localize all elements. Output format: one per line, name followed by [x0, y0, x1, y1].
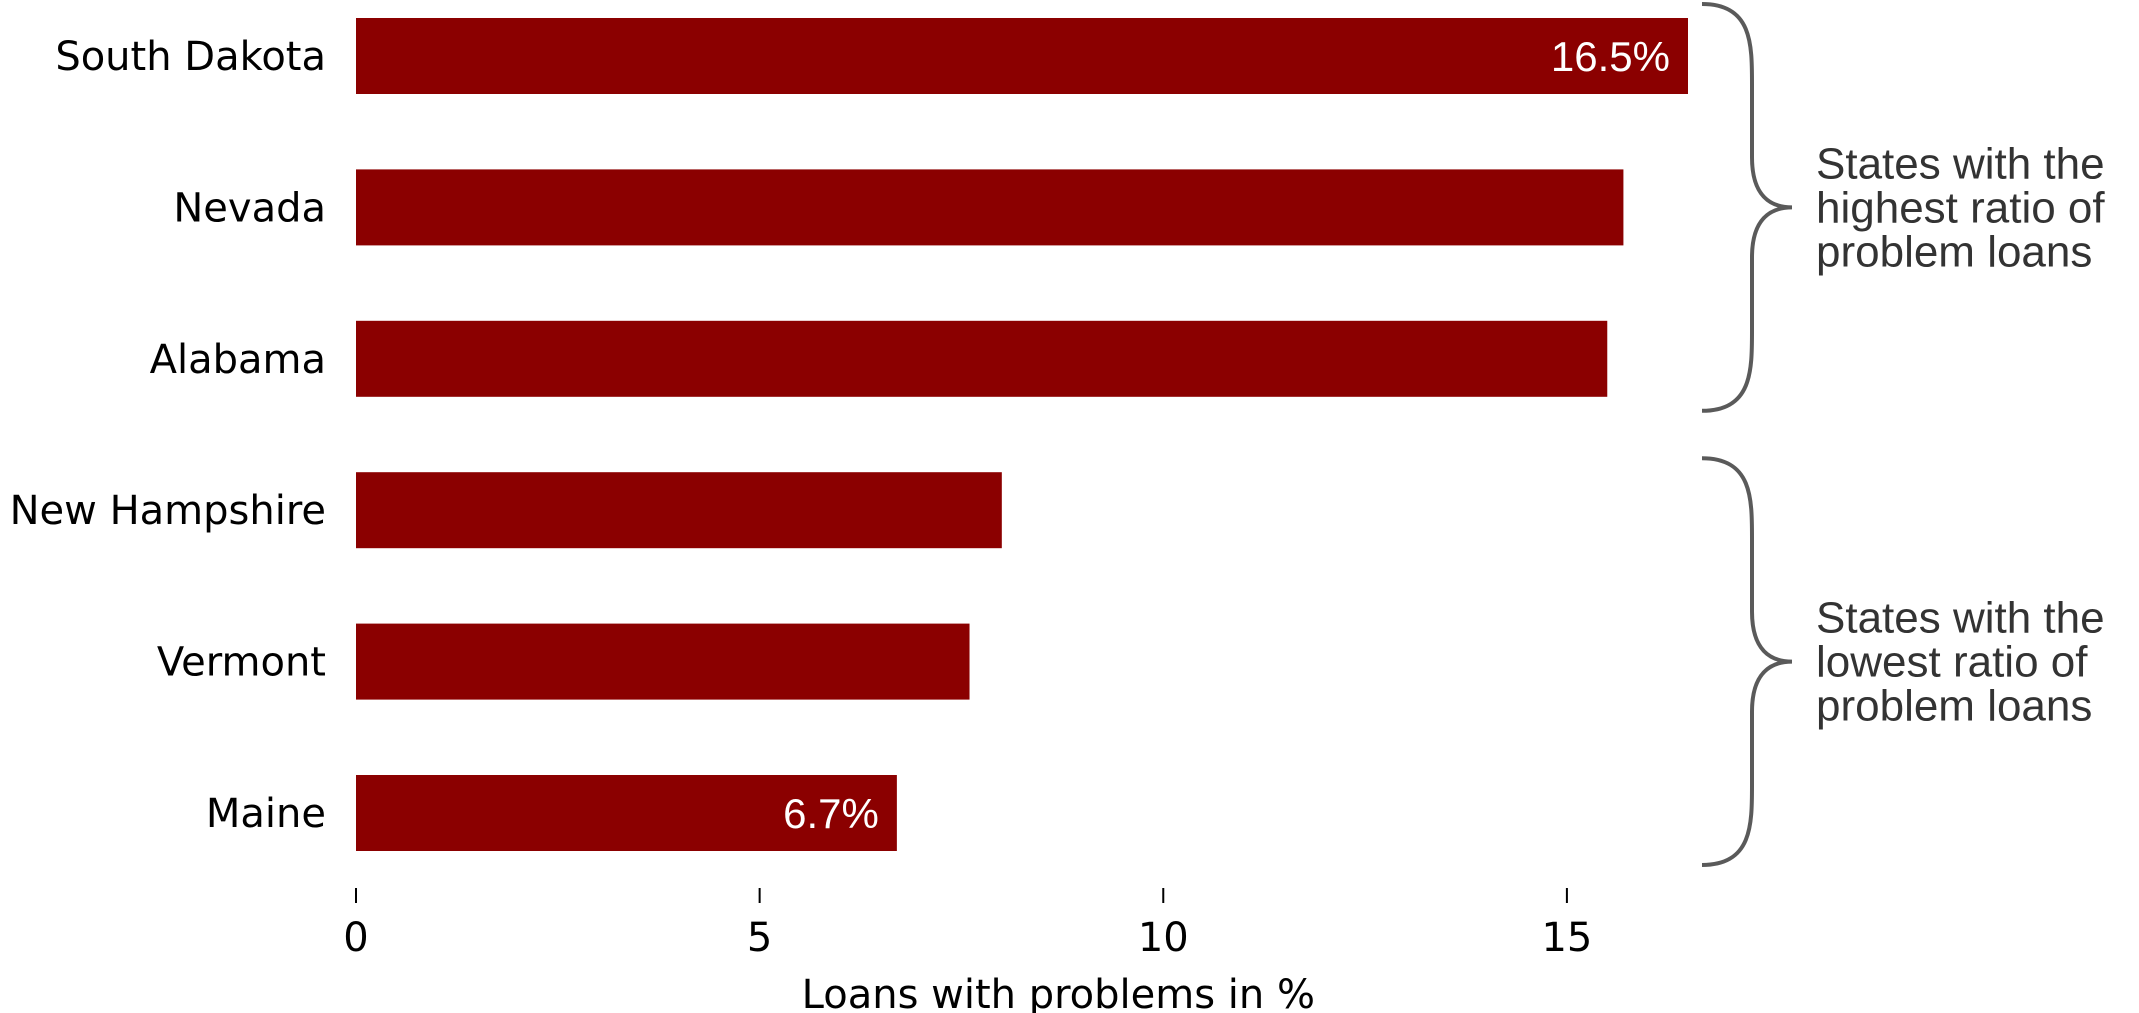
category-label: Alabama	[150, 337, 326, 383]
bars-layer	[356, 18, 1688, 851]
x-tick-label: 15	[1541, 915, 1592, 961]
x-tick-label: 10	[1138, 915, 1189, 961]
data-label: 6.7%	[783, 790, 879, 837]
annotation-text: States with the highest ratio of problem l…	[1816, 139, 2105, 276]
bar	[356, 472, 1002, 549]
bar	[356, 320, 1608, 397]
bar	[356, 775, 897, 851]
category-label: Maine	[206, 791, 326, 837]
annotation-text: States with the lowest ratio of problem lo…	[1816, 594, 2105, 731]
category-label: New Hampshire	[10, 488, 326, 534]
brace	[1701, 456, 1793, 867]
x-axis: 0 5 10 15	[343, 888, 1592, 961]
bar	[356, 623, 970, 700]
annotations-layer: States with the highest ratio of problem l…	[1701, 2, 2105, 867]
data-label: 16.5%	[1551, 33, 1670, 80]
category-label: South Dakota	[55, 34, 326, 80]
bar	[356, 18, 1688, 94]
brace	[1701, 2, 1793, 413]
category-label: Vermont	[157, 640, 326, 686]
x-tick-label: 0	[343, 915, 368, 961]
bar	[356, 169, 1624, 246]
x-tick-label: 5	[747, 915, 772, 961]
category-label: Nevada	[173, 185, 326, 231]
category-labels-layer: South Dakota Nevada Alabama New Hampshire Ve…	[10, 34, 326, 837]
x-axis-title: Loans with problems in %	[802, 972, 1315, 1013]
data-labels-layer: 16.5% 6.7%	[783, 33, 1670, 837]
